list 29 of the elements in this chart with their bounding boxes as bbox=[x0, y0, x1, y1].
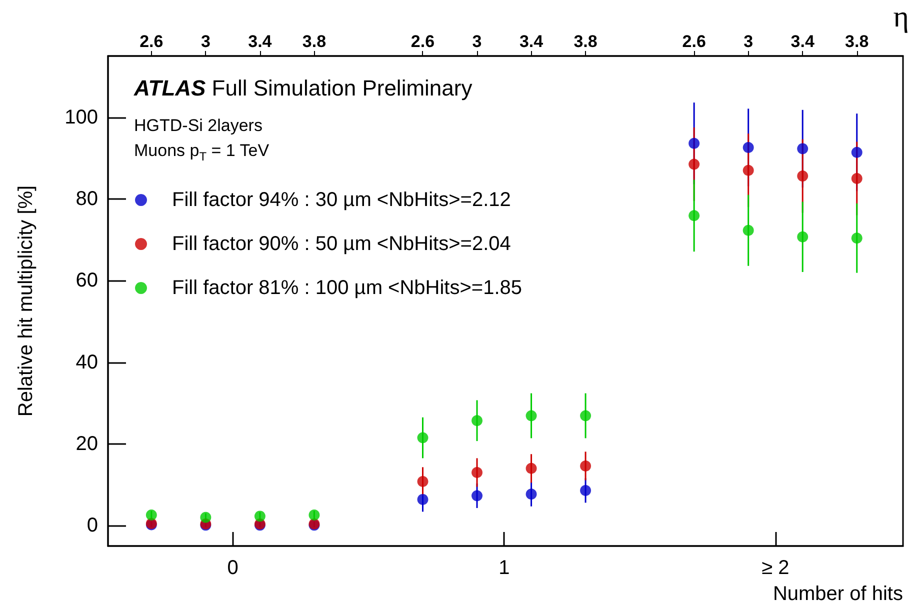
legend-label: Fill factor 81% : 100 µm <NbHits>=1.85 bbox=[172, 277, 522, 299]
y-tick-label: 80 bbox=[76, 188, 98, 210]
y-tick-label: 20 bbox=[76, 432, 98, 455]
annotation: 3.4 bbox=[519, 32, 544, 51]
x-axis-title: Number of hits bbox=[772, 583, 903, 605]
legend-label: Fill factor 90% : 50 µm <NbHits>=2.04 bbox=[172, 233, 511, 255]
y-axis-title: Relative hit multiplicity [%] bbox=[15, 185, 37, 417]
annotation: 3 bbox=[200, 32, 210, 51]
annotation: HGTD-Si 2layers bbox=[134, 116, 262, 135]
x-tick-label: 1 bbox=[498, 557, 510, 579]
y-tick-label: 40 bbox=[76, 351, 98, 374]
y-tick-label: 60 bbox=[76, 270, 98, 292]
annotation: 2.6 bbox=[410, 32, 435, 51]
y-tick-label: 0 bbox=[86, 514, 98, 537]
x-tick-label: 0 bbox=[227, 557, 238, 579]
annotation: 3.8 bbox=[845, 32, 869, 51]
annotation: 3.4 bbox=[248, 32, 272, 51]
annotation: 3.8 bbox=[574, 32, 598, 51]
y-tick-label: 100 bbox=[64, 106, 98, 128]
x-tick-label: ≥ 2 bbox=[762, 557, 790, 579]
legend-label: Fill factor 94% : 30 µm <NbHits>=2.12 bbox=[172, 189, 511, 211]
x2-axis-title: η bbox=[893, 0, 910, 34]
annotation: 3 bbox=[472, 32, 482, 51]
annotation: 3.8 bbox=[302, 32, 326, 51]
annotation: 2.6 bbox=[682, 32, 706, 51]
annotation: 3.4 bbox=[790, 32, 815, 51]
annotation: 3 bbox=[744, 32, 754, 51]
annotation: 2.6 bbox=[140, 32, 164, 51]
annotation: ATLAS Full Simulation Preliminary bbox=[133, 76, 472, 100]
